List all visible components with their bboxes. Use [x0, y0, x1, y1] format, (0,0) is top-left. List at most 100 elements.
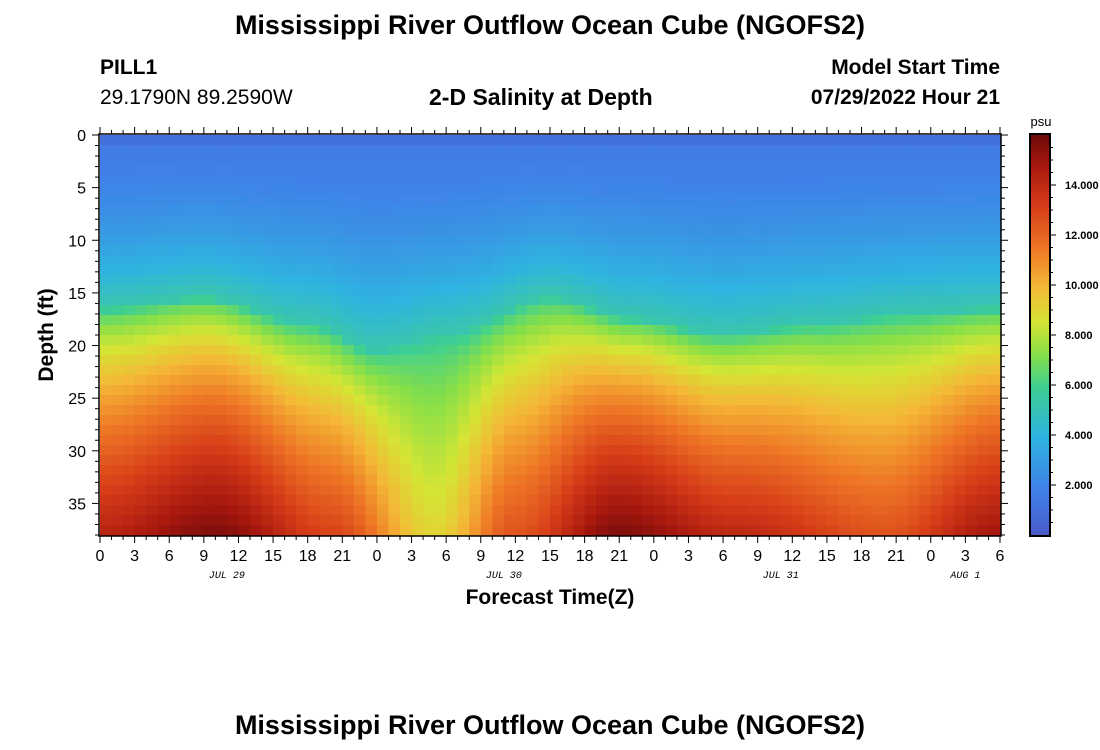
heatmap-cell — [192, 515, 205, 526]
heatmap-cell — [169, 365, 182, 376]
heatmap-cell — [953, 505, 966, 516]
heatmap-cell — [780, 295, 793, 306]
x-tick-label: 21 — [887, 548, 905, 565]
heatmap-cell — [123, 425, 136, 436]
heatmap-cell — [976, 455, 990, 466]
heatmap-cell — [884, 205, 897, 216]
heatmap-cell — [561, 225, 574, 236]
heatmap-cell — [907, 435, 920, 446]
heatmap-cell — [826, 365, 840, 376]
heatmap-cell — [665, 205, 678, 216]
heatmap-cell — [250, 335, 263, 346]
heatmap-cell — [803, 525, 816, 536]
heatmap-cell — [907, 405, 920, 416]
heatmap-cell — [826, 155, 840, 166]
heatmap-cell — [711, 325, 724, 336]
heatmap-cell — [619, 375, 632, 386]
heatmap-cell — [896, 335, 909, 346]
heatmap-cell — [446, 215, 459, 226]
heatmap-cell — [907, 355, 920, 366]
heatmap-cell — [850, 235, 863, 246]
heatmap-cell — [446, 515, 459, 526]
heatmap-cell — [284, 295, 297, 306]
heatmap-cell — [815, 345, 828, 356]
heatmap-cell — [423, 465, 436, 476]
heatmap-cell — [215, 485, 228, 496]
heatmap-cell — [250, 355, 263, 366]
heatmap-cell — [284, 265, 297, 276]
heatmap-cell — [815, 325, 828, 336]
heatmap-cell — [134, 525, 147, 536]
heatmap-cell — [769, 135, 782, 146]
heatmap-cell — [642, 485, 655, 496]
heatmap-cell — [365, 275, 378, 286]
heatmap-cell — [273, 165, 286, 176]
heatmap-cell — [457, 195, 470, 206]
heatmap-cell — [861, 335, 874, 346]
heatmap-cell — [676, 355, 690, 366]
heatmap-cell — [607, 365, 620, 376]
heatmap-cell — [584, 325, 597, 336]
heatmap-cell — [976, 175, 990, 186]
heatmap-cell — [134, 365, 147, 376]
heatmap-cell — [526, 355, 540, 366]
heatmap-cell — [134, 345, 147, 356]
heatmap-cell — [630, 435, 643, 446]
heatmap-cell — [561, 505, 574, 516]
heatmap-cell — [711, 525, 724, 536]
heatmap-cell — [942, 245, 955, 256]
heatmap-cell — [723, 505, 736, 516]
heatmap-cell — [769, 485, 782, 496]
heatmap-cell — [884, 415, 897, 426]
heatmap-cell — [723, 345, 736, 356]
heatmap-cell — [792, 375, 805, 386]
heatmap-cell — [573, 445, 586, 456]
heatmap-cell — [561, 485, 574, 496]
heatmap-cell — [815, 495, 828, 506]
heatmap-cell — [861, 445, 874, 456]
x-tick-label: 18 — [299, 548, 317, 565]
heatmap-cell — [688, 485, 701, 496]
heatmap-cell — [630, 365, 643, 376]
heatmap-cell — [146, 345, 159, 356]
heatmap-cell — [884, 155, 897, 166]
heatmap-cell — [376, 135, 390, 146]
heatmap-cell — [123, 435, 136, 446]
heatmap-cell — [353, 145, 366, 156]
heatmap-cell — [157, 175, 170, 186]
heatmap-cell — [457, 285, 470, 296]
heatmap-cell — [746, 225, 759, 236]
heatmap-cell — [215, 465, 228, 476]
heatmap-cell — [953, 255, 966, 266]
heatmap-cell — [492, 445, 505, 456]
heatmap-cell — [746, 175, 759, 186]
heatmap-cell — [711, 435, 724, 446]
heatmap-cell — [411, 185, 424, 196]
heatmap-cell — [503, 335, 516, 346]
heatmap-cell — [400, 195, 413, 206]
heatmap-cell — [826, 195, 840, 206]
heatmap-cell — [261, 345, 274, 356]
heatmap-cell — [780, 335, 793, 346]
heatmap-cell — [342, 165, 355, 176]
colorbar-tick-label: 10.000 — [1065, 280, 1099, 292]
heatmap-cell — [342, 415, 355, 426]
heatmap-cell — [584, 305, 597, 316]
heatmap-cell — [400, 235, 413, 246]
heatmap-cell — [203, 515, 216, 526]
heatmap-cell — [596, 475, 609, 486]
heatmap-cell — [953, 495, 966, 506]
heatmap-cell — [803, 225, 816, 236]
heatmap-cell — [203, 455, 216, 466]
heatmap-cell — [607, 505, 620, 516]
heatmap-cell — [342, 255, 355, 266]
heatmap-cell — [526, 145, 540, 156]
heatmap-cell — [953, 175, 966, 186]
heatmap-cell — [238, 305, 251, 316]
heatmap-cell — [284, 285, 297, 296]
heatmap-cell — [838, 495, 851, 506]
heatmap-cell — [353, 405, 366, 416]
heatmap-cell — [757, 365, 770, 376]
heatmap-cell — [134, 145, 147, 156]
heatmap-cell — [642, 445, 655, 456]
